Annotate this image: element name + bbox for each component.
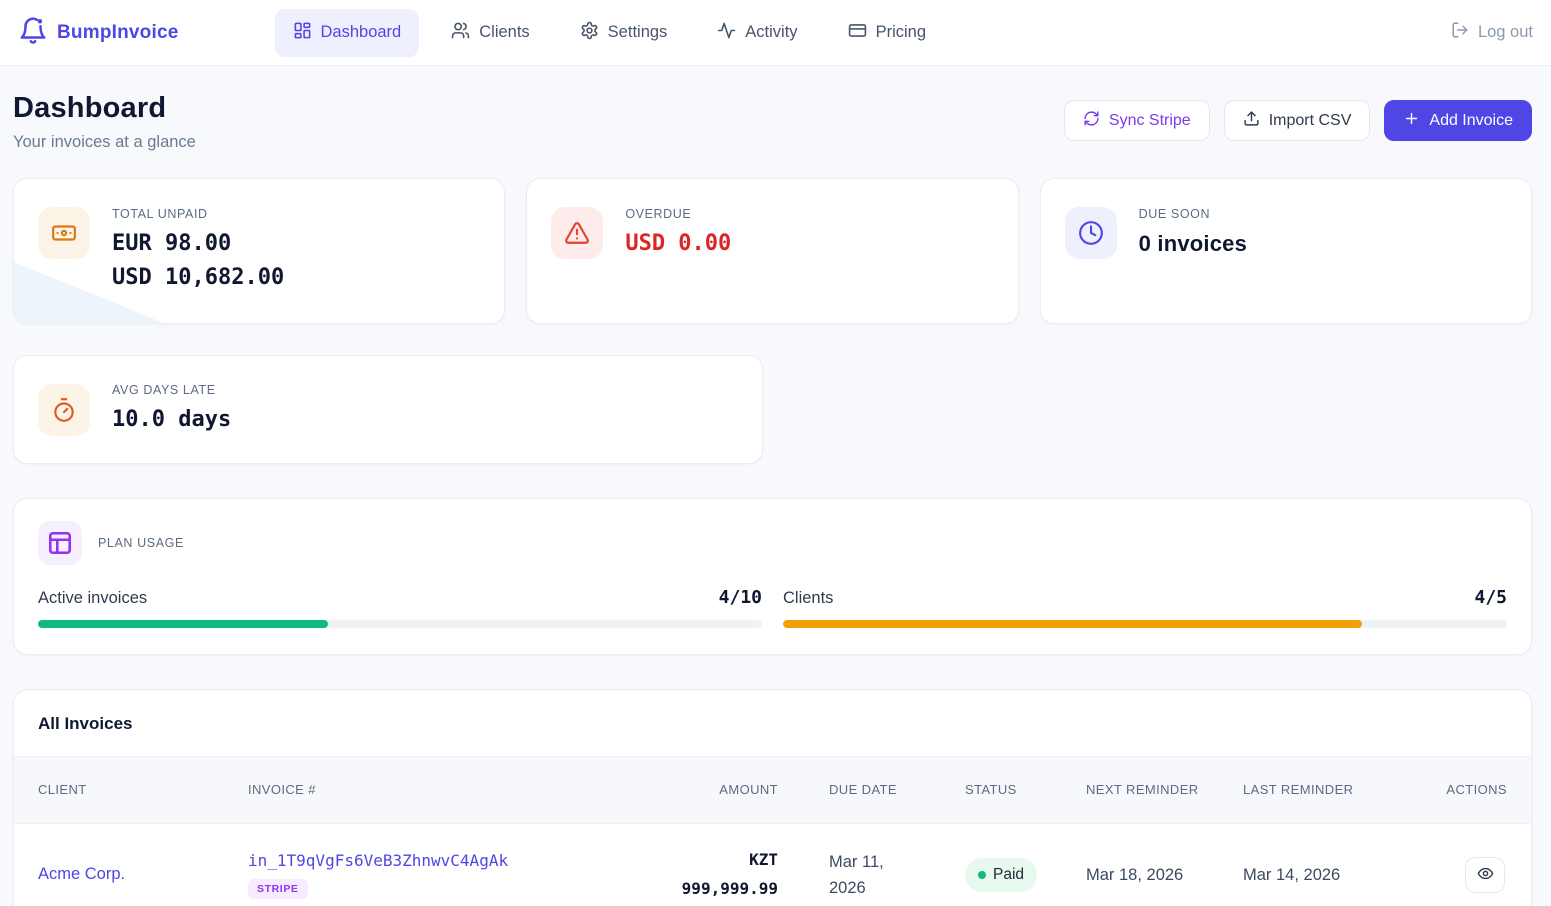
stat-value-avg-days: 10.0 days xyxy=(112,406,232,432)
tab-dashboard[interactable]: Dashboard xyxy=(274,8,420,57)
col-next-reminder: NEXT REMINDER xyxy=(1086,782,1199,798)
status-badge: Paid xyxy=(965,857,1038,892)
plan-usage-label: PLAN USAGE xyxy=(98,536,184,551)
stopwatch-icon xyxy=(38,383,90,436)
stat-value-usd: USD 10,682.00 xyxy=(112,265,285,291)
meter-value: 4/5 xyxy=(1474,587,1507,609)
meter-value: 4/10 xyxy=(718,587,762,609)
invoices-title: All Invoices xyxy=(38,714,133,734)
progress-track xyxy=(38,620,762,629)
brand[interactable]: BumpInvoice xyxy=(18,15,179,50)
plus-icon xyxy=(1403,110,1420,132)
col-due-date: DUE DATE xyxy=(829,782,897,798)
stat-card-total-unpaid: TOTAL UNPAID EUR 98.00 USD 10,682.00 xyxy=(13,178,506,325)
stat-label: AVG DAYS LATE xyxy=(112,382,216,397)
add-invoice-button[interactable]: Add Invoice xyxy=(1384,100,1532,141)
stat-label: OVERDUE xyxy=(625,207,692,221)
view-invoice-button[interactable] xyxy=(1465,856,1505,893)
invoice-amount: KZT 999,999.99 xyxy=(681,850,778,898)
alert-triangle-icon xyxy=(551,207,604,259)
sync-refresh-icon xyxy=(1083,110,1100,132)
tab-activity[interactable]: Activity xyxy=(699,9,815,57)
stat-card-due-soon: DUE SOON 0 invoices xyxy=(1039,178,1532,325)
bell-logo-icon xyxy=(18,15,48,50)
dashboard-page: Dashboard Your invoices at a glance Sync… xyxy=(0,66,1551,906)
nav-label: Clients xyxy=(479,23,530,41)
nav-label: Settings xyxy=(607,23,668,41)
stat-card-avg-days-late: AVG DAYS LATE 10.0 days xyxy=(13,355,763,465)
upload-icon xyxy=(1243,110,1260,132)
stat-value-eur: EUR 98.00 xyxy=(112,231,232,256)
meter-name: Clients xyxy=(783,589,834,608)
tab-pricing[interactable]: Pricing xyxy=(830,9,944,57)
stat-card-overdue: OVERDUE USD 0.00 xyxy=(526,178,1019,325)
all-invoices-card: All Invoices CLIENT INVOICE # AMOUNT DUE… xyxy=(13,689,1532,906)
stat-label: DUE SOON xyxy=(1138,207,1211,221)
progress-track xyxy=(783,620,1507,629)
tab-clients[interactable]: Clients xyxy=(433,9,547,57)
logout-label: Log out xyxy=(1477,23,1533,41)
activity-pulse-icon xyxy=(717,21,736,45)
import-csv-button[interactable]: Import CSV xyxy=(1223,100,1371,141)
stat-label: TOTAL UNPAID xyxy=(112,207,208,221)
progress-fill-invoices xyxy=(38,620,328,629)
col-status: STATUS xyxy=(965,782,1017,798)
status-label: Paid xyxy=(993,865,1025,883)
stripe-badge: STRIPE xyxy=(248,878,308,899)
nav-label: Dashboard xyxy=(320,23,402,41)
page-subtitle: Your invoices at a glance xyxy=(13,133,196,151)
banknote-icon xyxy=(38,207,90,259)
col-actions: ACTIONS xyxy=(1446,782,1507,798)
top-navigation: BumpInvoice Dashboard Clients xyxy=(0,0,1551,66)
nav-label: Pricing xyxy=(875,23,926,41)
client-link[interactable]: Acme Corp. xyxy=(38,865,126,884)
stat-value-due-soon: 0 invoices xyxy=(1138,231,1248,256)
next-reminder-date: Mar 18, 2026 xyxy=(1086,865,1184,884)
tab-settings[interactable]: Settings xyxy=(562,9,686,57)
meter-name: Active invoices xyxy=(38,589,148,608)
progress-fill-clients xyxy=(783,620,1363,629)
main-nav: Dashboard Clients Settings xyxy=(274,8,945,57)
page-title: Dashboard xyxy=(13,92,167,124)
add-invoice-label: Add Invoice xyxy=(1429,111,1513,129)
table-row: Acme Corp. in_1T9qVgFs6VeB3ZhnwvC4AgAk S… xyxy=(14,824,1531,906)
meter-clients: Clients 4/5 xyxy=(783,587,1507,629)
brand-name: BumpInvoice xyxy=(57,21,179,43)
col-last-reminder: LAST REMINDER xyxy=(1243,782,1354,798)
meter-active-invoices: Active invoices 4/10 xyxy=(38,587,762,629)
invoice-id-link[interactable]: in_1T9qVgFs6VeB3ZhnwvC4AgAk xyxy=(248,850,509,870)
sync-stripe-button[interactable]: Sync Stripe xyxy=(1063,100,1210,141)
stats-row-2: AVG DAYS LATE 10.0 days xyxy=(13,355,1532,465)
users-icon xyxy=(451,21,470,45)
eye-icon xyxy=(1477,865,1494,885)
sync-stripe-label: Sync Stripe xyxy=(1108,111,1191,129)
dashboard-grid-icon xyxy=(293,21,312,45)
logout-icon xyxy=(1451,21,1469,44)
nav-label: Activity xyxy=(745,23,798,41)
plan-usage-card: PLAN USAGE Active invoices 4/10 Clients … xyxy=(13,498,1532,656)
col-invoice: INVOICE # xyxy=(248,782,316,798)
import-csv-label: Import CSV xyxy=(1268,111,1352,129)
status-dot-icon xyxy=(978,870,986,879)
credit-card-icon xyxy=(848,21,867,45)
table-header: CLIENT INVOICE # AMOUNT DUE DATE STATUS … xyxy=(14,756,1531,825)
stats-row: TOTAL UNPAID EUR 98.00 USD 10,682.00 OVE… xyxy=(13,178,1532,325)
logout-button[interactable]: Log out xyxy=(1451,21,1533,44)
col-amount: AMOUNT xyxy=(719,782,778,798)
layout-panel-icon xyxy=(38,521,82,566)
gear-icon xyxy=(580,21,599,45)
col-client: CLIENT xyxy=(38,782,87,798)
due-date: Mar 11, 2026 xyxy=(829,852,884,897)
last-reminder-date: Mar 14, 2026 xyxy=(1243,865,1341,884)
clock-icon xyxy=(1064,207,1117,259)
stat-value-overdue: USD 0.00 xyxy=(625,231,732,256)
